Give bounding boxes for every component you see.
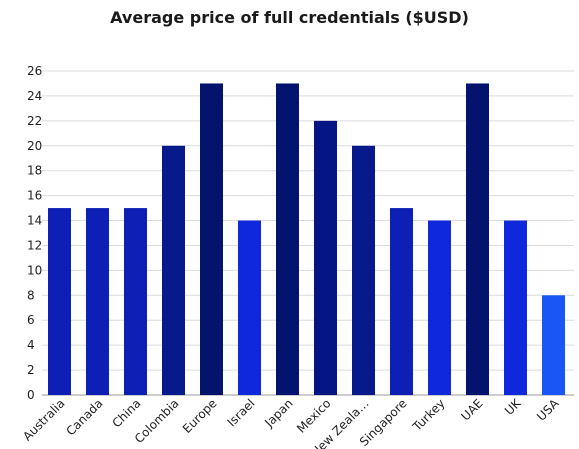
bar-china bbox=[124, 208, 147, 395]
y-tick-label: 26 bbox=[27, 64, 42, 78]
bar-uk bbox=[504, 220, 527, 395]
x-tick-label: Canada bbox=[63, 396, 105, 438]
x-tick-label: Europe bbox=[180, 396, 220, 436]
y-tick-label: 4 bbox=[27, 338, 35, 352]
bar-turkey bbox=[428, 220, 451, 395]
x-tick-label: UAE bbox=[458, 396, 485, 423]
bars bbox=[48, 83, 565, 395]
bar-israel bbox=[238, 220, 261, 395]
bar-singapore bbox=[390, 208, 413, 395]
y-tick-label: 0 bbox=[27, 388, 35, 402]
y-tick-label: 8 bbox=[27, 288, 35, 302]
y-tick-label: 12 bbox=[27, 238, 42, 252]
bar-japan bbox=[276, 83, 299, 395]
bar-new-zealand bbox=[352, 145, 375, 395]
x-tick-label: China bbox=[109, 396, 143, 430]
y-tick-label: 16 bbox=[27, 189, 42, 203]
y-tick-label: 10 bbox=[27, 263, 42, 277]
y-tick-label: 24 bbox=[27, 89, 42, 103]
bar-australia bbox=[48, 208, 71, 395]
bar-canada bbox=[86, 208, 109, 395]
y-tick-label: 2 bbox=[27, 363, 35, 377]
y-tick-label: 22 bbox=[27, 114, 42, 128]
y-tick-label: 20 bbox=[27, 139, 42, 153]
gridlines bbox=[42, 70, 574, 396]
y-tick-label: 6 bbox=[27, 313, 35, 327]
bar-uae bbox=[466, 83, 489, 395]
y-tick-label: 18 bbox=[27, 164, 42, 178]
bar-mexico bbox=[314, 120, 337, 395]
x-tick-label: Turkey bbox=[409, 396, 447, 434]
bar-colombia bbox=[162, 145, 185, 395]
x-tick-label: Australia bbox=[20, 396, 67, 443]
x-tick-label: Israel bbox=[225, 396, 258, 429]
x-tick-label: Japan bbox=[261, 396, 295, 430]
bar-europe bbox=[200, 83, 223, 395]
chart-title: Average price of full credentials ($USD) bbox=[110, 8, 469, 27]
x-tick-label: UK bbox=[502, 395, 524, 417]
bar-usa bbox=[542, 295, 565, 395]
x-tick-label: USA bbox=[534, 396, 562, 424]
y-tick-label: 14 bbox=[27, 214, 42, 228]
